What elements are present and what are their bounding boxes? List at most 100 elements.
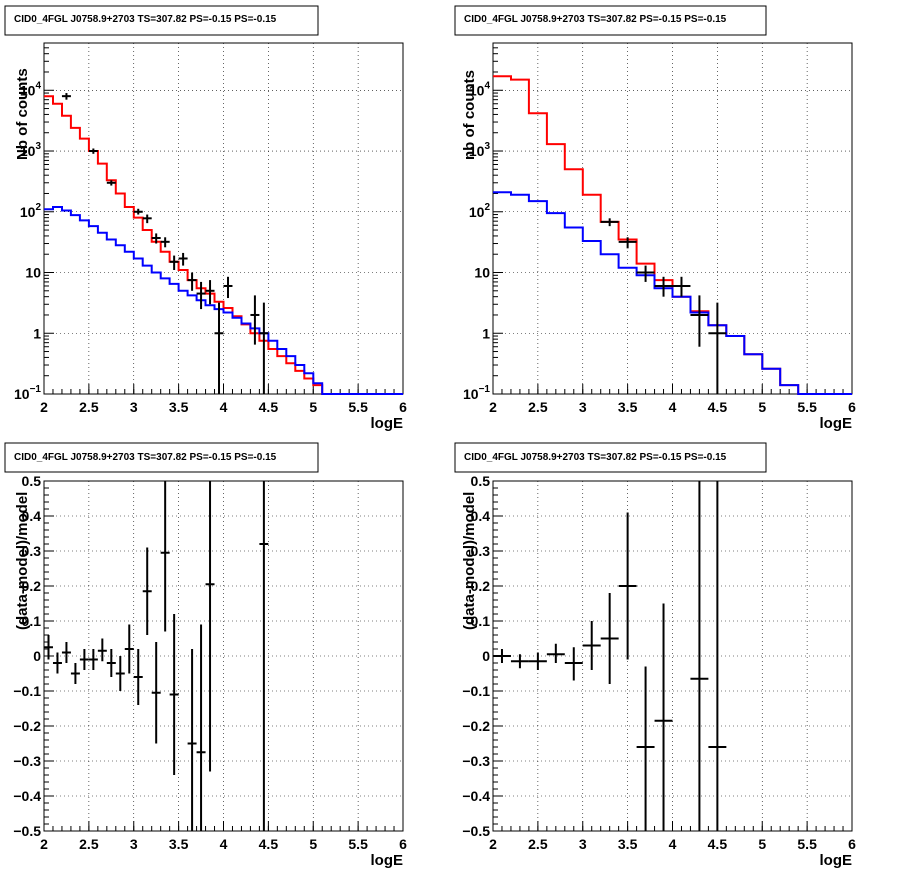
- data-point: [223, 276, 233, 299]
- data-point: [178, 252, 188, 266]
- x-tick-label: 5.5: [348, 399, 368, 415]
- data-point: [70, 663, 80, 684]
- y-axis-label: (data-model)/model: [14, 492, 31, 630]
- data-point: [160, 237, 170, 248]
- y-axis-label: (data-model)/model: [461, 492, 478, 630]
- data-point: [196, 624, 206, 831]
- data-point: [124, 624, 134, 674]
- y-tick-label: 0.2: [471, 578, 491, 594]
- data-points: [493, 481, 727, 831]
- y-tick-base: 10: [469, 143, 485, 159]
- data-point: [636, 666, 655, 831]
- data-point: [582, 621, 601, 670]
- data-point: [115, 656, 125, 691]
- chart-panel-2: 2 2.5 3 3.5 4 4.5 5 5.5 610−1110102103104CID0_4F…: [454, 5, 856, 432]
- data-point: [618, 512, 637, 660]
- series-blue-histogram: [44, 206, 403, 395]
- data-point: [690, 481, 709, 831]
- data-point: [636, 265, 655, 282]
- plot-frame: [43, 480, 404, 832]
- y-tick-label: 102: [20, 202, 42, 220]
- x-tick-label: 5.5: [797, 836, 817, 852]
- y-tick-exponent: 2: [35, 202, 41, 213]
- y-tick-label: −0.2: [462, 718, 490, 734]
- data-points: [44, 481, 269, 831]
- chart-title: CID0_4FGL J0758.9+2703 TS=307.82 PS=-0.1…: [14, 452, 277, 463]
- title-box: [4, 5, 319, 36]
- x-tick-label: 5: [758, 399, 766, 415]
- x-tick-label: 2.5: [528, 399, 548, 415]
- x-tick-label: 3.5: [169, 836, 189, 852]
- x-axis-label: logE: [820, 415, 853, 432]
- y-tick-label: 10−1: [14, 384, 41, 402]
- data-point: [672, 276, 691, 297]
- y-tick-label: 10: [25, 265, 41, 281]
- y-tick-label: −0.5: [13, 823, 41, 839]
- title-box: [454, 442, 767, 473]
- y-tick-label: 0.5: [22, 473, 42, 489]
- x-tick-label: 2: [40, 836, 48, 852]
- y-tick-exponent: 3: [484, 141, 490, 152]
- data-point: [654, 603, 673, 831]
- data-point: [214, 302, 224, 394]
- x-axis-label: logE: [371, 852, 404, 869]
- data-point: [61, 642, 71, 663]
- x-tick-label: 4: [669, 399, 677, 415]
- x-tick-label: 4: [220, 836, 228, 852]
- y-tick-label: 103: [20, 141, 42, 159]
- y-tick-base: 10: [469, 204, 485, 220]
- x-tick-label: 2.5: [79, 836, 99, 852]
- chart-title: CID0_4FGL J0758.9+2703 TS=307.82 PS=-0.1…: [464, 14, 727, 25]
- y-tick-label: 104: [20, 80, 42, 98]
- data-point: [160, 481, 170, 632]
- chart-title: CID0_4FGL J0758.9+2703 TS=307.82 PS=-0.1…: [14, 14, 277, 25]
- title-box: [454, 5, 767, 36]
- x-axis: 2 2.5 3 3.5 4 4.5 5 5.5 6: [40, 384, 407, 415]
- x-tick-label: 3.5: [169, 399, 189, 415]
- x-tick-label: 2.5: [79, 399, 99, 415]
- y-tick-base: 10: [469, 82, 485, 98]
- x-axis-label: logE: [371, 415, 404, 432]
- x-tick-label: 2.5: [528, 836, 548, 852]
- y-tick-label: −0.1: [13, 683, 41, 699]
- x-tick-label: 6: [848, 399, 856, 415]
- y-tick-exponent: 4: [484, 80, 490, 91]
- data-point: [187, 272, 197, 291]
- x-tick-label: 5.5: [797, 399, 817, 415]
- data-point: [44, 635, 53, 660]
- title-box: [4, 442, 319, 473]
- data-points: [61, 93, 269, 394]
- chart-title: CID0_4FGL J0758.9+2703 TS=307.82 PS=-0.1…: [464, 452, 727, 463]
- y-tick-label: 10: [474, 265, 490, 281]
- data-point: [600, 218, 619, 227]
- x-tick-label: 2: [489, 836, 497, 852]
- y-tick-label: 1: [482, 325, 490, 341]
- y-tick-base: 10: [14, 386, 30, 402]
- y-tick-label: 1: [33, 325, 41, 341]
- y-tick-label: 0: [33, 648, 41, 664]
- data-point: [493, 649, 511, 663]
- x-tick-label: 4: [669, 836, 677, 852]
- x-tick-label: 3: [579, 399, 587, 415]
- y-tick-label: 0.4: [471, 508, 491, 524]
- data-point: [708, 302, 727, 394]
- y-tick-label: 104: [469, 80, 491, 98]
- x-tick-label: 3: [579, 836, 587, 852]
- data-point: [133, 208, 143, 215]
- x-tick-label: 4.5: [259, 399, 279, 415]
- data-point: [88, 649, 98, 670]
- x-tick-label: 5: [309, 399, 317, 415]
- y-tick-label: −0.5: [462, 823, 490, 839]
- data-point: [142, 214, 152, 224]
- x-tick-label: 4.5: [259, 836, 279, 852]
- data-point: [250, 295, 260, 345]
- y-tick-label: 0.3: [471, 543, 491, 559]
- x-axis-label: logE: [820, 852, 853, 869]
- data-point: [52, 652, 62, 674]
- data-point: [205, 280, 215, 305]
- y-tick-label: −0.4: [462, 788, 490, 804]
- x-tick-label: 4.5: [708, 836, 728, 852]
- x-axis: 2 2.5 3 3.5 4 4.5 5 5.5 6: [489, 821, 856, 852]
